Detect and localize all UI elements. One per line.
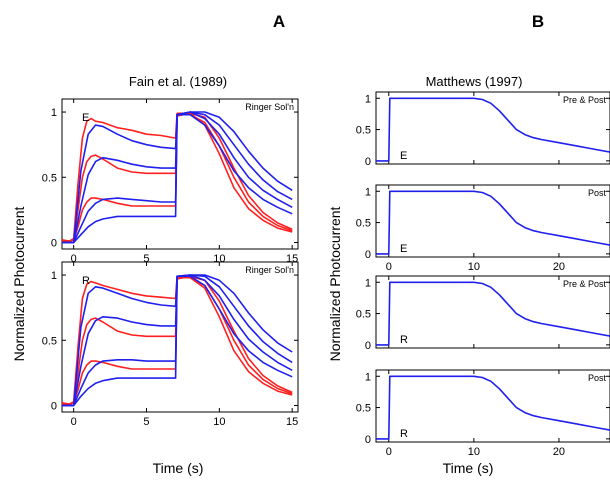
series-group bbox=[62, 274, 293, 407]
plot-frame bbox=[375, 184, 610, 258]
chart-title-a: Fain et al. (1989) bbox=[129, 74, 227, 89]
plot-frame bbox=[375, 369, 610, 443]
plot-frame bbox=[375, 91, 610, 165]
y-tick-label: 0.5 bbox=[356, 218, 371, 230]
corner-label: Ringer Sol'n bbox=[245, 265, 294, 275]
y-tick-label: 0.5 bbox=[42, 172, 57, 184]
subplot-b-2: 0 10 20 0 0.5 1 Post E bbox=[356, 184, 610, 273]
plot-frame bbox=[375, 275, 610, 349]
inset-letter: E bbox=[400, 243, 407, 255]
y-tick-label: 1 bbox=[365, 277, 371, 289]
model-trace bbox=[376, 375, 610, 440]
x-axis-label-b: Time (s) bbox=[443, 460, 494, 476]
x-tick-label: 15 bbox=[286, 416, 298, 428]
y-tick-label: 0 bbox=[365, 340, 371, 352]
y-tick-label: 0.5 bbox=[42, 335, 57, 347]
model-trace bbox=[62, 274, 293, 407]
plot-frame bbox=[61, 261, 299, 413]
y-tick-label: 1 bbox=[365, 93, 371, 105]
y-tick-label: 1 bbox=[365, 371, 371, 383]
x-tick-label: 10 bbox=[468, 446, 480, 458]
model-trace bbox=[62, 274, 293, 407]
y-tick-label: 0 bbox=[365, 434, 371, 446]
subplot-a-bottom: 0 5 10 15 0 0.5 1 Ringer Sol'n R bbox=[42, 261, 299, 428]
model-trace bbox=[376, 190, 610, 255]
corner-label: Post bbox=[588, 188, 607, 198]
experimental-trace bbox=[62, 275, 293, 406]
chart-title-b: Matthews (1997) bbox=[426, 74, 523, 89]
y-tick-label: 0 bbox=[51, 400, 57, 412]
x-tick-label: 0 bbox=[71, 416, 77, 428]
inset-letter: R bbox=[400, 428, 408, 440]
y-tick-label: 0 bbox=[51, 237, 57, 249]
y-tick-label: 1 bbox=[365, 186, 371, 198]
x-tick-label: 20 bbox=[553, 446, 565, 458]
x-tick-label: 5 bbox=[143, 416, 149, 428]
experimental-trace bbox=[62, 276, 293, 406]
model-trace bbox=[62, 111, 293, 244]
panel-letter-a: A bbox=[273, 12, 285, 31]
y-tick-label: 0 bbox=[365, 249, 371, 261]
model-trace bbox=[62, 111, 293, 244]
y-tick-label: 0.5 bbox=[356, 309, 371, 321]
experimental-trace bbox=[62, 112, 293, 242]
model-trace bbox=[376, 97, 610, 162]
series-group bbox=[376, 375, 610, 440]
corner-label: Post bbox=[588, 373, 607, 383]
inset-letter: R bbox=[400, 334, 408, 346]
panel-letter-b: B bbox=[532, 12, 544, 31]
y-tick-label: 1 bbox=[51, 270, 57, 282]
y-axis-label-a: Normalized Photocurrent bbox=[11, 206, 27, 361]
model-trace bbox=[62, 275, 293, 407]
x-axis-label-a: Time (s) bbox=[153, 460, 204, 476]
series-group bbox=[62, 111, 293, 244]
series-group bbox=[376, 97, 610, 162]
y-tick-label: 0.5 bbox=[356, 403, 371, 415]
corner-label: Ringer Sol'n bbox=[245, 102, 294, 112]
y-tick-label: 0.5 bbox=[356, 125, 371, 137]
subplot-b-3: 0 0.5 1 Pre & Post R bbox=[356, 275, 610, 352]
plot-frame bbox=[61, 98, 299, 250]
corner-label: Pre & Post bbox=[563, 95, 607, 105]
model-trace bbox=[62, 113, 293, 244]
model-trace bbox=[376, 281, 610, 346]
x-tick-label: 0 bbox=[71, 253, 77, 265]
subplot-b-1: 0 0.5 1 Pre & Post E bbox=[356, 91, 610, 168]
model-trace bbox=[62, 111, 293, 244]
corner-label: Pre & Post bbox=[563, 279, 607, 289]
subplot-b-4: 0 10 20 0 0.5 1 Post R bbox=[356, 369, 610, 458]
x-tick-label: 0 bbox=[386, 261, 392, 273]
inset-letter: R bbox=[82, 275, 90, 287]
x-tick-label: 10 bbox=[213, 416, 225, 428]
inset-letter: E bbox=[82, 112, 89, 124]
x-tick-label: 20 bbox=[553, 261, 565, 273]
y-tick-label: 1 bbox=[51, 107, 57, 119]
series-group bbox=[376, 281, 610, 346]
inset-letter: E bbox=[400, 150, 407, 162]
x-tick-label: 5 bbox=[143, 253, 149, 265]
experimental-trace bbox=[62, 113, 293, 242]
x-tick-label: 0 bbox=[386, 446, 392, 458]
y-tick-label: 0 bbox=[365, 156, 371, 168]
series-group bbox=[376, 190, 610, 255]
y-axis-label-b: Normalized Photocurrent bbox=[327, 206, 343, 361]
model-trace bbox=[62, 274, 293, 407]
x-tick-label: 10 bbox=[468, 261, 480, 273]
